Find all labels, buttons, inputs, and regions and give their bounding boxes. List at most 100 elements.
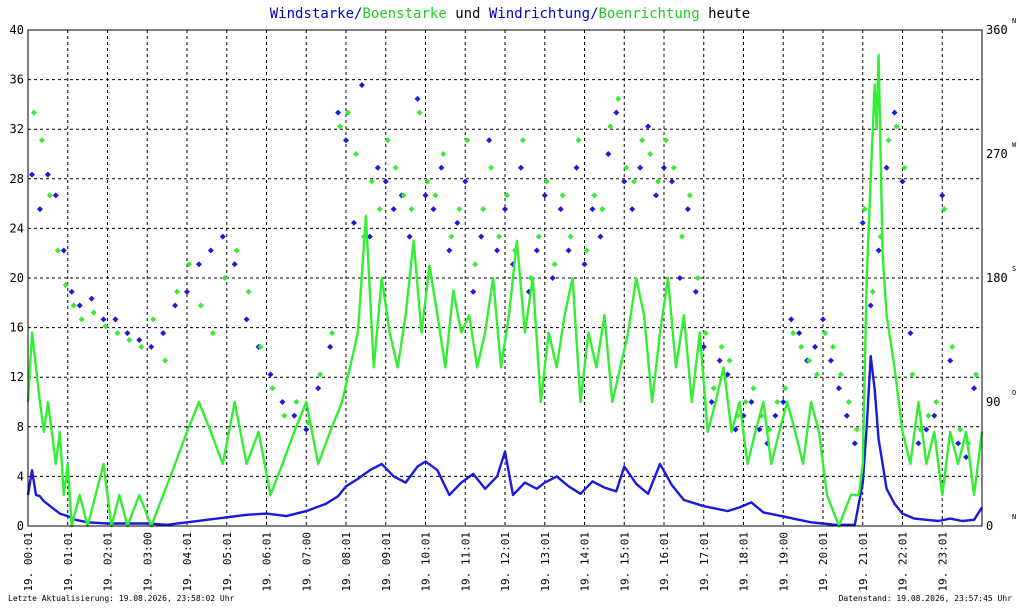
- windrichtung-point: [446, 247, 453, 254]
- x-tick-label: 19. 08:01: [340, 532, 353, 592]
- boenrichtung-point: [806, 357, 813, 364]
- windrichtung-point: [44, 171, 51, 178]
- windrichtung-point: [637, 164, 644, 171]
- windrichtung-point: [28, 171, 35, 178]
- windrichtung-point: [478, 233, 485, 240]
- x-tick-label: 19. 14:01: [579, 532, 592, 592]
- windrichtung-point: [76, 302, 83, 309]
- windrichtung-point: [136, 337, 143, 343]
- footer-last-update: Letzte Aktualisierung: 19.08.2026, 23:58…: [8, 594, 235, 603]
- x-tick-label: 19. 11:01: [459, 532, 472, 592]
- windrichtung-point: [820, 316, 826, 323]
- windrichtung-point: [60, 247, 67, 254]
- windrichtung-point: [653, 192, 660, 199]
- boenrichtung-point: [464, 137, 471, 144]
- windrichtung-point: [661, 164, 667, 171]
- windrichtung-point: [533, 247, 540, 254]
- windrichtung-point: [748, 399, 755, 405]
- boenrichtung-point: [78, 316, 85, 323]
- boenrichtung-point: [408, 206, 415, 213]
- boenrichtung-point: [742, 399, 749, 405]
- windrichtung-point: [732, 426, 739, 433]
- y2-tick-label: 360: [986, 23, 1008, 37]
- boenrichtung-point: [269, 385, 276, 392]
- windrichtung-point: [780, 399, 787, 405]
- axis-layer: 0 4 8 12 16 20 24 28 32 36 40 0 N 90 O 180 S 270 W 360 N 19. …: [10, 17, 1017, 592]
- boenrichtung-point: [456, 206, 463, 213]
- windrichtung-point: [219, 233, 226, 240]
- y-tick-label: 0: [17, 519, 24, 533]
- windrichtung-point: [692, 288, 699, 295]
- windrichtung-point: [350, 219, 357, 226]
- boenrichtung-point: [368, 178, 375, 185]
- boenrichtung-point: [861, 206, 868, 213]
- windrichtung-point: [430, 206, 437, 213]
- boenrichtung-point: [440, 151, 447, 157]
- boenrichtung-point: [472, 261, 479, 268]
- windrichtung-point: [303, 426, 310, 433]
- windrichtung-point: [160, 330, 167, 337]
- x-tick-label: 19. 13:01: [539, 532, 552, 592]
- windrichtung-point: [335, 109, 342, 116]
- windrichtung-point: [724, 371, 731, 378]
- boenrichtung-point: [782, 385, 789, 392]
- windrichtung-point: [756, 426, 763, 433]
- boenrichtung-point: [957, 426, 964, 433]
- windrichtung-point: [843, 412, 850, 419]
- windrichtung-point: [621, 178, 628, 185]
- x-tick-label: 19. 10:01: [420, 532, 433, 592]
- windrichtung-point: [549, 275, 556, 281]
- windrichtung-point: [939, 192, 946, 199]
- windrichtung-point: [684, 206, 691, 213]
- windrichtung-point: [124, 330, 131, 337]
- compass-label: N: [1012, 513, 1016, 521]
- windrichtung-point: [414, 95, 421, 102]
- boenrichtung-point: [750, 385, 757, 392]
- boenrichtung-point: [798, 343, 805, 350]
- windrichtung-point: [541, 192, 548, 199]
- windrichtung-point: [613, 109, 620, 116]
- windrichtung-point: [406, 233, 413, 240]
- boenrichtung-point: [185, 261, 192, 268]
- windrichtung-point: [923, 426, 930, 433]
- windrichtung-point: [915, 440, 922, 447]
- compass-label: N: [1012, 17, 1016, 25]
- x-tick-label: 19. 15:01: [618, 532, 631, 592]
- x-tick-label: 19. 09:01: [380, 532, 393, 592]
- boenrichtung-point: [925, 412, 932, 419]
- title-part-1: Boenstarke: [362, 6, 446, 22]
- boenrichtung-point: [575, 137, 582, 144]
- windrichtung-point: [382, 178, 389, 185]
- boenrichtung-point: [46, 192, 53, 199]
- x-tick-label: 19. 19:00: [777, 532, 790, 592]
- compass-label: O: [1012, 389, 1016, 397]
- boenrichtung-point: [150, 316, 157, 323]
- boenrichtung-point: [973, 371, 980, 378]
- windrichtung-point: [36, 206, 43, 213]
- boenrichtung-point: [337, 123, 344, 130]
- boenrichtung-point: [245, 288, 252, 295]
- windrichtung-point: [315, 385, 322, 392]
- boenrichtung-point: [174, 288, 181, 295]
- windrichtung-point: [947, 357, 954, 364]
- boenrichtung-point: [257, 343, 264, 350]
- windrichtung-point: [835, 385, 842, 392]
- y-tick-label: 24: [10, 221, 24, 235]
- boenrichtung-point: [90, 309, 97, 316]
- windrichtung-point: [955, 440, 962, 447]
- boenrichtung-point: [893, 123, 900, 130]
- x-tick-label: 19. 05:01: [221, 532, 234, 592]
- x-tick-label: 19. 23:01: [936, 532, 949, 592]
- windrichtung-point: [502, 206, 508, 213]
- boenrichtung-point: [615, 95, 622, 102]
- boenrichtung-point: [814, 371, 821, 378]
- boenrichtung-point: [416, 109, 423, 116]
- windrichtung-point: [716, 357, 723, 364]
- boenrichtung-point: [519, 137, 526, 144]
- windrichtung-point: [772, 412, 779, 419]
- boenrichtung-point: [551, 261, 558, 268]
- windrichtung-point: [462, 178, 469, 185]
- boenrichtung-point: [885, 137, 892, 144]
- y2-tick-label: 90: [986, 395, 1000, 409]
- title-part-2: und: [447, 6, 489, 22]
